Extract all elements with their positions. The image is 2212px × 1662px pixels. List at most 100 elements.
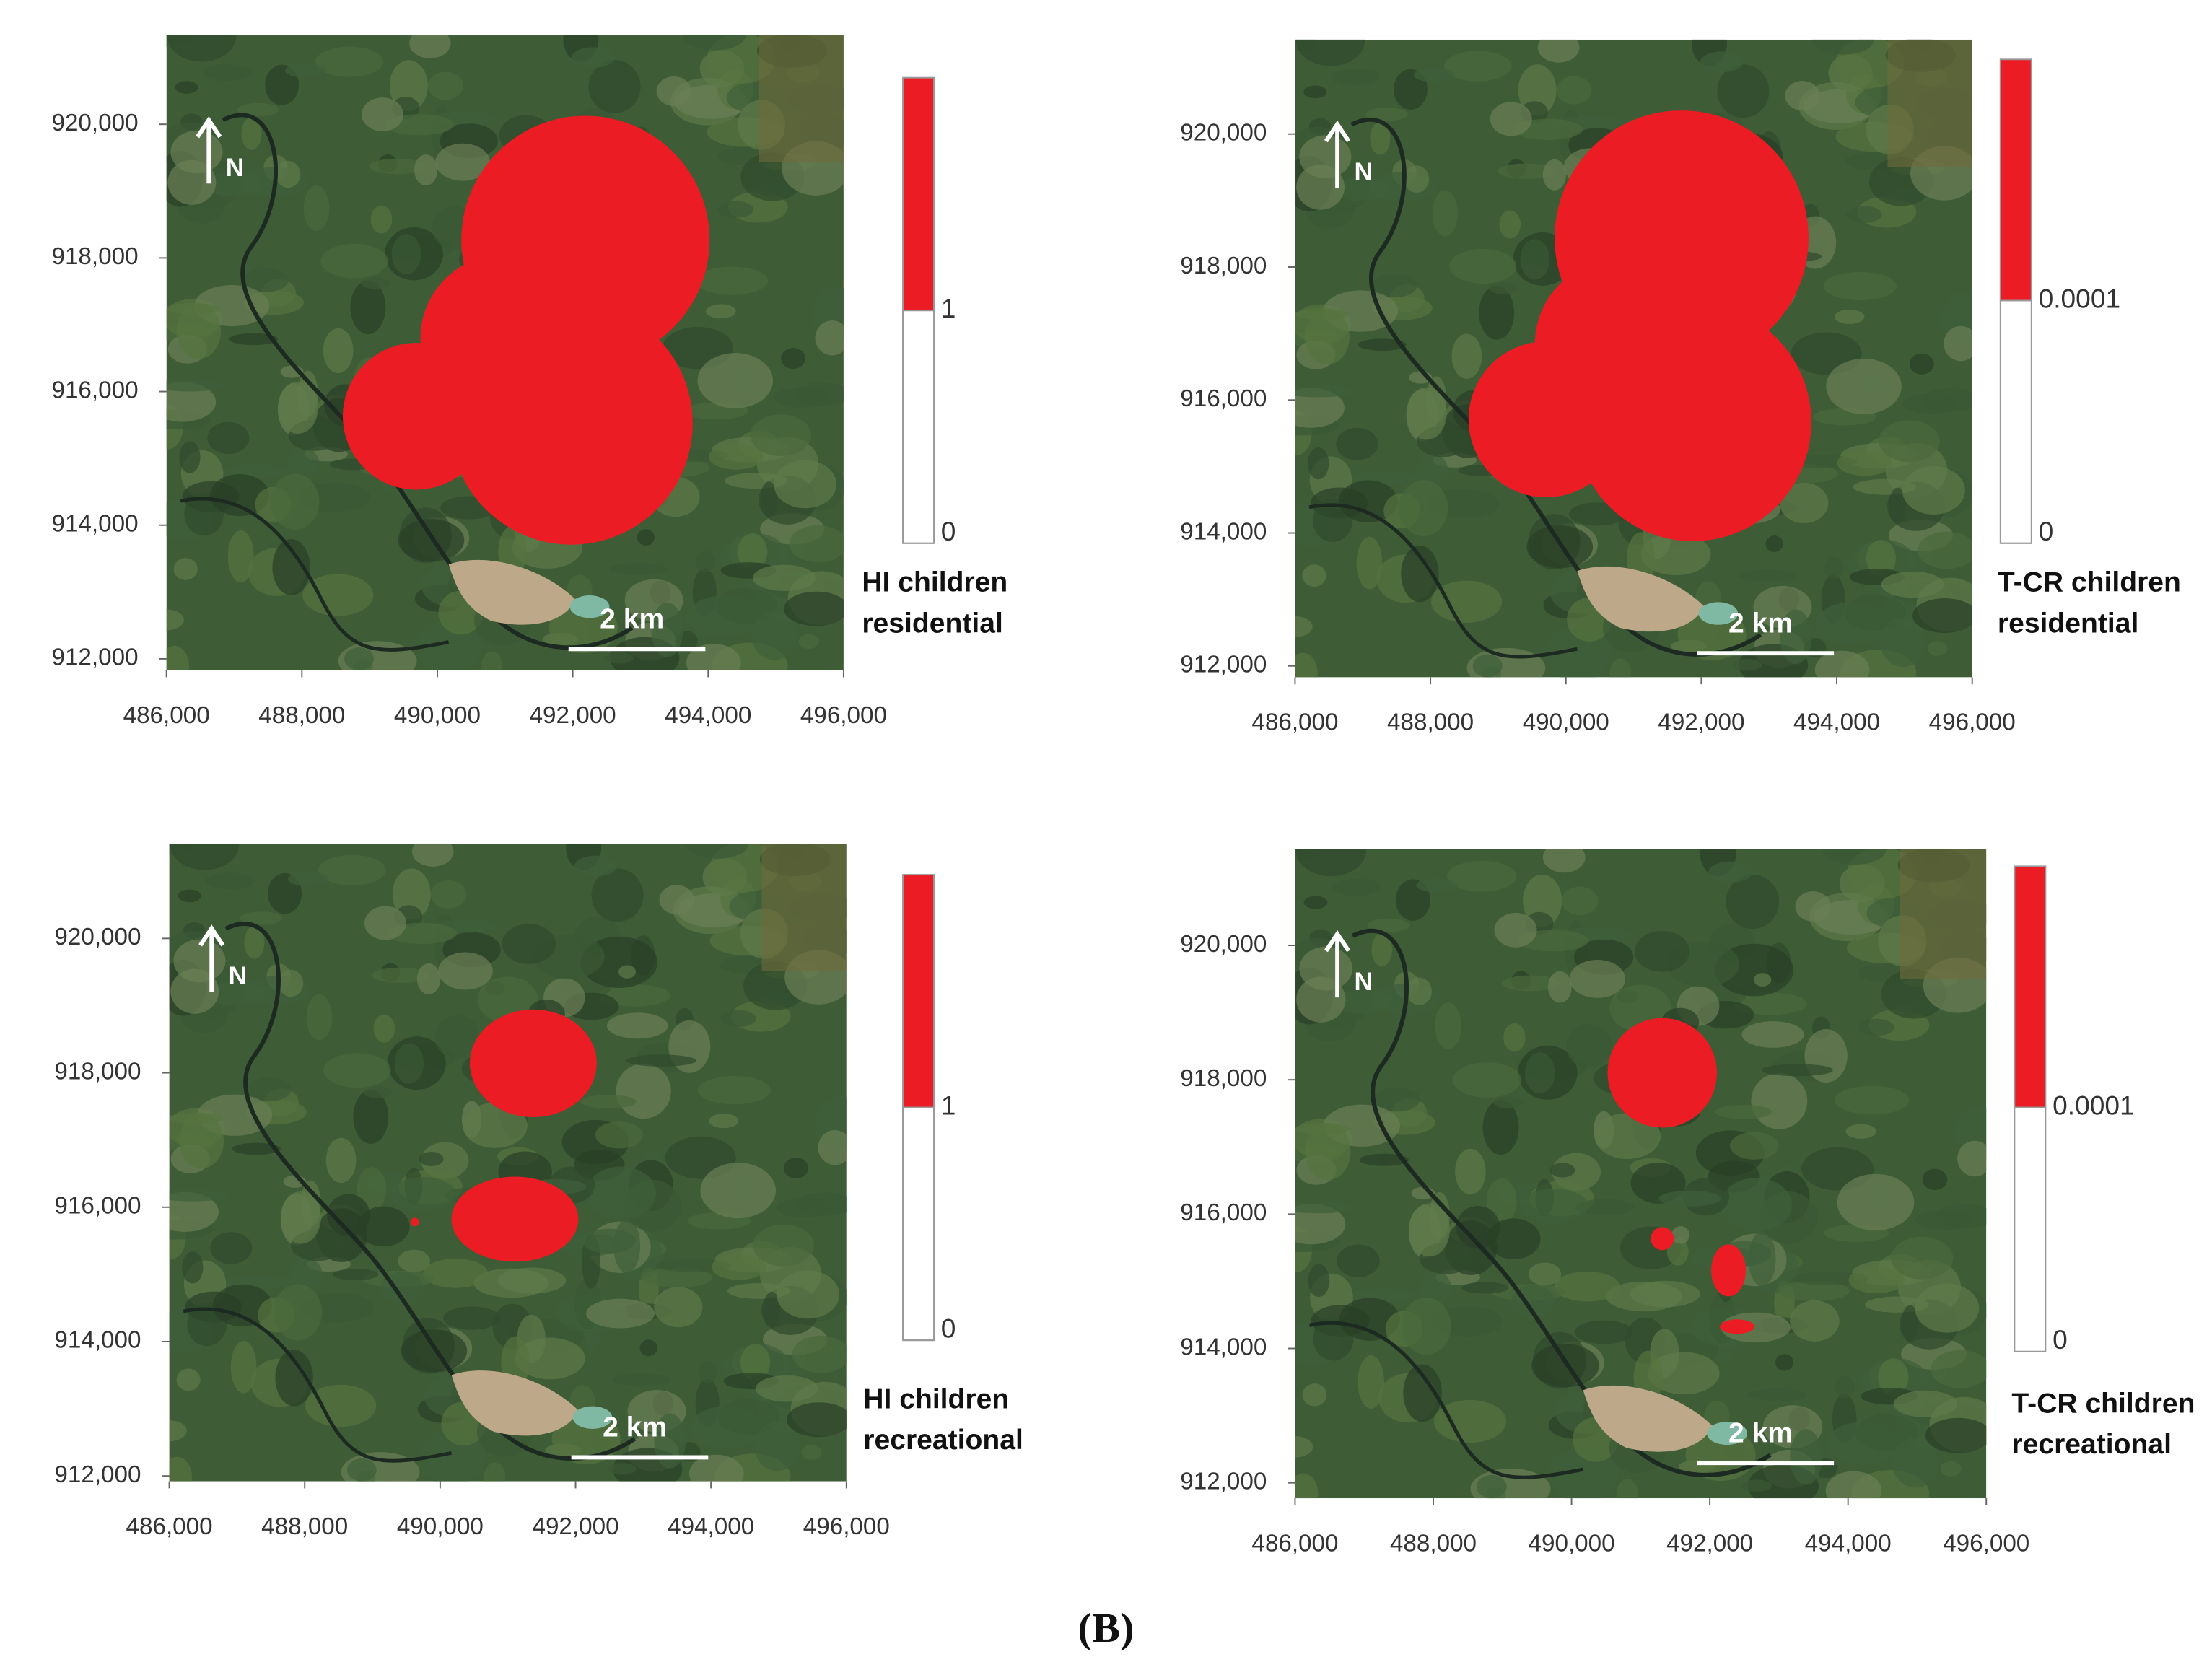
terrain-patch bbox=[1489, 282, 1519, 294]
terrain-patch bbox=[1524, 1052, 1555, 1094]
terrain-patch bbox=[360, 277, 390, 289]
terrain-patch bbox=[1902, 465, 1965, 515]
risk-zone bbox=[1711, 1244, 1747, 1297]
terrain-patch bbox=[175, 81, 198, 94]
farmland bbox=[1887, 39, 1972, 167]
terrain-patch bbox=[1648, 1352, 1720, 1395]
terrain-patch bbox=[416, 963, 441, 994]
terrain-patch bbox=[169, 1420, 187, 1442]
terrain-patch bbox=[1940, 1461, 1962, 1477]
terrain-patch bbox=[1785, 80, 1820, 111]
terrain-patch bbox=[1574, 1320, 1633, 1344]
terrain-patch bbox=[1476, 1474, 1507, 1499]
terrain-patch bbox=[350, 280, 386, 335]
terrain-patch bbox=[1372, 274, 1417, 298]
terrain-patch bbox=[1751, 1072, 1808, 1129]
terrain-patch bbox=[1753, 973, 1772, 987]
terrain-patch bbox=[1915, 1210, 1972, 1230]
y-tick-label: 920,000 bbox=[1180, 931, 1267, 958]
legend-tick-label: 0 bbox=[941, 516, 956, 546]
terrain-patch bbox=[582, 1228, 636, 1254]
terrain-patch bbox=[1880, 618, 1926, 668]
terrain-patch bbox=[1358, 338, 1407, 351]
terrain-patch bbox=[626, 1054, 696, 1067]
x-tick-label: 488,000 bbox=[1387, 709, 1474, 736]
terrain-patch bbox=[818, 1129, 847, 1165]
terrain-patch bbox=[683, 35, 746, 51]
terrain-patch bbox=[755, 1375, 818, 1402]
map-image bbox=[1295, 849, 1987, 1499]
terrain-patch bbox=[434, 1015, 480, 1059]
terrain-patch bbox=[287, 872, 330, 886]
legend-tick-label: 1 bbox=[941, 293, 956, 323]
terrain-patch bbox=[1447, 860, 1517, 892]
terrain-patch bbox=[1373, 1087, 1420, 1112]
y-tick-label: 916,000 bbox=[51, 377, 138, 403]
terrain-patch bbox=[1925, 1417, 1987, 1453]
terrain-patch bbox=[1305, 1124, 1351, 1181]
terrain-patch bbox=[1616, 1479, 1639, 1499]
x-tick-label: 486,000 bbox=[1251, 709, 1338, 736]
terrain-patch bbox=[202, 64, 252, 82]
terrain-patch bbox=[686, 844, 749, 859]
terrain-patch bbox=[1295, 1473, 1319, 1499]
terrain-patch bbox=[1451, 333, 1482, 379]
north-label: N bbox=[1355, 158, 1373, 186]
terrain-patch bbox=[1531, 1344, 1599, 1388]
terrain-patch bbox=[1526, 525, 1594, 569]
terrain-patch bbox=[1846, 206, 1882, 223]
terrain-patch bbox=[776, 1270, 840, 1319]
y-tick-label: 920,000 bbox=[1180, 120, 1267, 146]
legend-title: T-CR children bbox=[1998, 567, 2181, 598]
x-tick-label: 490,000 bbox=[397, 1513, 484, 1540]
terrain-patch bbox=[232, 1142, 281, 1155]
terrain-patch bbox=[1569, 959, 1626, 998]
terrain-patch bbox=[1857, 1018, 1894, 1036]
terrain-patch bbox=[481, 651, 503, 670]
terrain-patch bbox=[1479, 286, 1515, 340]
terrain-patch bbox=[1834, 1085, 1910, 1115]
terrain-patch bbox=[502, 924, 556, 964]
terrain-patch bbox=[357, 1206, 410, 1247]
terrain-patch bbox=[273, 1284, 323, 1341]
terrain-patch bbox=[1455, 1148, 1486, 1195]
terrain-patch bbox=[438, 952, 493, 990]
terrain-patch bbox=[318, 854, 386, 885]
terrain-patch bbox=[167, 35, 237, 62]
terrain-patch bbox=[1881, 571, 1944, 598]
lake bbox=[1577, 566, 1705, 632]
terrain-patch bbox=[176, 303, 222, 359]
terrain-patch bbox=[697, 1076, 771, 1105]
terrain-patch bbox=[320, 243, 388, 279]
terrain-patch bbox=[1778, 1281, 1850, 1301]
terrain-patch bbox=[598, 984, 671, 1007]
terrain-patch bbox=[1542, 849, 1586, 873]
terrain-patch bbox=[1415, 454, 1448, 486]
terrain-patch bbox=[323, 328, 354, 373]
legend-title: residential bbox=[862, 608, 1002, 639]
terrain-patch bbox=[497, 1267, 567, 1294]
terrain-patch bbox=[1494, 912, 1537, 948]
terrain-patch bbox=[1332, 878, 1382, 896]
north-label: N bbox=[1355, 968, 1373, 996]
legend-title: HI children bbox=[862, 567, 1007, 598]
risk-zone bbox=[1607, 1018, 1718, 1128]
terrain-patch bbox=[1359, 1153, 1409, 1166]
legend-low bbox=[902, 1106, 935, 1342]
terrain-patch bbox=[230, 1340, 257, 1394]
terrain-patch bbox=[695, 551, 715, 573]
terrain-patch bbox=[166, 609, 184, 631]
x-tick-label: 492,000 bbox=[532, 1513, 618, 1540]
terrain-patch bbox=[1630, 1280, 1700, 1308]
terrain-patch bbox=[709, 444, 764, 470]
terrain-patch bbox=[1303, 896, 1328, 909]
terrain-patch bbox=[169, 1456, 193, 1482]
terrain-patch bbox=[1339, 1298, 1400, 1341]
terrain-patch bbox=[270, 473, 320, 530]
x-tick-label: 494,000 bbox=[1805, 1530, 1892, 1557]
x-tick-label: 486,000 bbox=[1251, 1530, 1338, 1557]
terrain-patch bbox=[760, 481, 778, 517]
terrain-patch bbox=[1843, 594, 1906, 631]
terrain-patch bbox=[697, 353, 774, 408]
terrain-patch bbox=[1430, 580, 1503, 623]
